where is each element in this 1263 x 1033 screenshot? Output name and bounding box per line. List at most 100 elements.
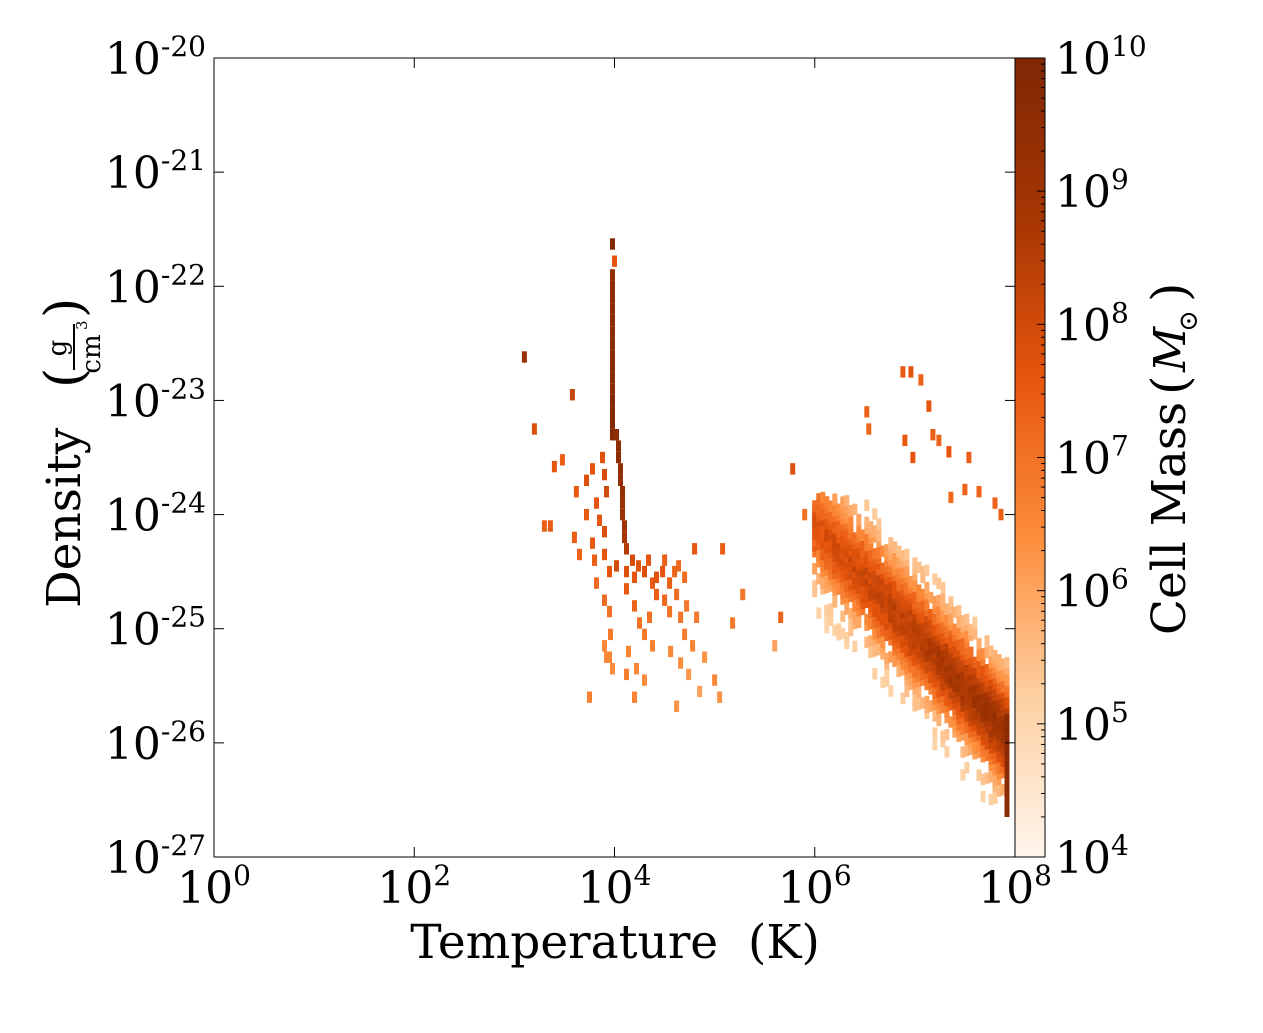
heatmap-cell xyxy=(916,596,922,608)
heatmap-cell xyxy=(816,550,822,562)
heatmap-cell xyxy=(956,656,962,668)
colorbar-label: Cell Mass ( M ⊙ ) xyxy=(1141,282,1204,635)
heatmap-cell xyxy=(972,713,978,726)
heatmap-cell xyxy=(912,694,918,706)
heatmap-cell xyxy=(860,529,866,541)
x-tick-label: 106 xyxy=(778,859,852,914)
heatmap-cell xyxy=(996,654,1002,666)
heatmap-cell xyxy=(876,518,882,530)
heatmap-cell xyxy=(948,613,954,625)
heatmap-cell xyxy=(972,628,978,640)
heatmap-cell xyxy=(924,695,930,708)
heatmap-cell xyxy=(836,623,842,635)
heatmap-cell xyxy=(667,605,673,618)
heatmap-cell xyxy=(956,605,962,617)
heatmap-cell xyxy=(960,746,966,758)
heatmap-cell xyxy=(944,614,950,627)
heatmap-cell xyxy=(682,628,688,641)
heatmap-cell xyxy=(928,677,934,689)
y-tick-label: 10-23 xyxy=(105,372,206,427)
heatmap-cell xyxy=(876,529,882,542)
y-tick-label: 10-22 xyxy=(105,258,206,313)
heatmap-cell xyxy=(594,497,599,509)
heatmap-cell xyxy=(928,609,934,621)
heatmap-cell xyxy=(960,712,966,724)
heatmap-cell xyxy=(892,587,898,599)
heatmap-cell xyxy=(541,520,547,532)
heatmap-cell xyxy=(1000,784,1006,796)
heatmap-cell xyxy=(521,351,527,363)
heatmap-cell xyxy=(976,486,982,498)
heatmap-cell xyxy=(896,665,902,677)
heatmap-cell xyxy=(840,610,846,622)
heatmap-cell xyxy=(820,491,826,504)
heatmap-cell xyxy=(946,446,952,458)
heatmap-cell xyxy=(1004,732,1010,744)
heatmap-cell xyxy=(868,521,874,533)
heatmap-cell xyxy=(912,620,918,632)
heatmap-cell xyxy=(888,537,894,549)
heatmap-cell xyxy=(992,667,998,679)
heatmap-cell xyxy=(660,565,666,578)
heatmap-cell xyxy=(820,577,826,589)
heatmap-cell xyxy=(692,543,698,555)
heatmap-cell xyxy=(584,474,589,486)
heatmap-cell xyxy=(790,463,796,475)
heatmap-cell xyxy=(608,628,613,641)
heatmap-cell xyxy=(916,698,922,711)
heatmap-cell xyxy=(932,613,938,625)
heatmap-cell xyxy=(1004,657,1010,669)
heatmap-cell xyxy=(940,599,946,611)
heatmap-cell xyxy=(896,642,902,655)
heatmap-cell xyxy=(856,616,862,628)
colorbar-ticks: 1010 109 108 107 106 105 104 xyxy=(1037,30,1147,884)
heatmap-cell xyxy=(872,525,878,537)
heatmap-cell xyxy=(932,727,938,739)
heatmap-cell xyxy=(632,691,637,703)
heatmap-cell xyxy=(896,545,902,558)
heatmap-cell xyxy=(836,503,842,515)
colorbar-label-text: Cell Mass xyxy=(1142,402,1197,635)
heatmap-cell xyxy=(610,326,615,338)
heatmap-cell xyxy=(602,640,607,652)
heatmap-cell xyxy=(674,700,680,712)
heatmap-cell xyxy=(828,511,834,524)
heatmap-cell xyxy=(772,640,778,652)
heatmap-cell xyxy=(634,663,639,675)
y-unit-close-paren: ) xyxy=(35,298,95,318)
heatmap-cell xyxy=(916,687,922,699)
heatmap-cell xyxy=(966,451,972,464)
heatmap-cell xyxy=(1000,698,1006,710)
heatmap-cell xyxy=(848,516,854,528)
heatmap-cell xyxy=(848,505,854,517)
heatmap-cell xyxy=(918,374,924,386)
heatmap-cell xyxy=(812,506,818,518)
heatmap-cell xyxy=(960,769,966,781)
heatmap-cell xyxy=(668,645,674,658)
heatmap-cell xyxy=(614,560,619,572)
heatmap-cell xyxy=(900,692,906,705)
heatmap-cell xyxy=(852,640,858,653)
heatmap-cell xyxy=(1004,760,1010,772)
heatmap-cell xyxy=(717,691,723,703)
heatmap-cell xyxy=(892,655,898,667)
heatmap-cell xyxy=(930,429,936,441)
heatmap-cell xyxy=(676,560,682,572)
heatmap-cell xyxy=(848,550,854,563)
colorbar-tick-label: 106 xyxy=(1055,563,1129,618)
heatmap-cell xyxy=(632,571,637,583)
heatmap-cell xyxy=(940,679,946,691)
heatmap-cell xyxy=(607,565,612,578)
heatmap-cell xyxy=(900,366,906,378)
heatmap-cell xyxy=(551,460,557,473)
heatmap-cell xyxy=(916,675,922,688)
heatmap-cell xyxy=(602,468,607,481)
heatmap-cell xyxy=(964,745,970,757)
heatmap-cell xyxy=(587,691,592,703)
heatmap-cell xyxy=(856,525,862,537)
heatmap-cell xyxy=(662,554,668,566)
heatmap-cell xyxy=(604,651,609,663)
heatmap-cell xyxy=(992,649,998,662)
heatmap-cell xyxy=(864,499,870,511)
heatmap-cell xyxy=(920,697,926,709)
